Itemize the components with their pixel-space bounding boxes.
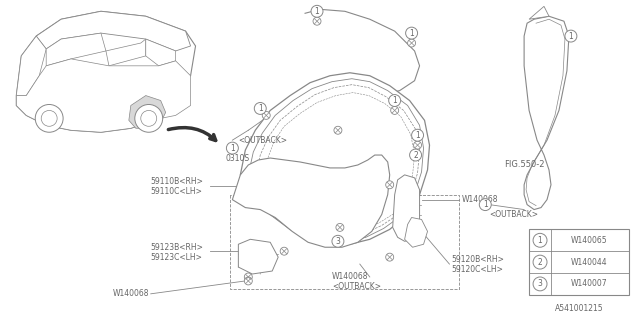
Circle shape — [388, 95, 401, 107]
Text: 59110C<LH>: 59110C<LH> — [151, 187, 203, 196]
Text: <OUTBACK>: <OUTBACK> — [238, 136, 287, 145]
Polygon shape — [106, 39, 146, 66]
Text: 59123C<LH>: 59123C<LH> — [151, 253, 203, 262]
Polygon shape — [17, 11, 196, 132]
Text: 3: 3 — [335, 237, 340, 246]
Text: <OUTBACK>: <OUTBACK> — [489, 210, 538, 219]
Text: W140068: W140068 — [332, 272, 369, 282]
Text: W140065: W140065 — [570, 236, 607, 245]
Text: 1: 1 — [409, 28, 414, 38]
Text: A541001215: A541001215 — [554, 304, 603, 313]
Circle shape — [479, 199, 492, 211]
Text: W140007: W140007 — [570, 279, 607, 288]
Text: 59120C<LH>: 59120C<LH> — [451, 265, 503, 274]
Circle shape — [406, 27, 417, 39]
Polygon shape — [241, 73, 429, 244]
Text: 59120B<RH>: 59120B<RH> — [451, 255, 504, 264]
Polygon shape — [529, 6, 549, 19]
Text: 1: 1 — [483, 200, 488, 209]
Text: FIG.550-2: FIG.550-2 — [504, 160, 545, 170]
Polygon shape — [404, 218, 428, 247]
Circle shape — [141, 110, 157, 126]
Circle shape — [386, 181, 394, 189]
Circle shape — [533, 277, 547, 291]
Polygon shape — [17, 59, 191, 132]
Polygon shape — [146, 39, 175, 66]
Circle shape — [313, 17, 321, 25]
Circle shape — [254, 102, 266, 114]
Text: 1: 1 — [258, 104, 262, 113]
Circle shape — [412, 129, 424, 141]
Circle shape — [533, 233, 547, 247]
Polygon shape — [46, 33, 106, 66]
Text: 1: 1 — [538, 236, 543, 245]
Circle shape — [332, 235, 344, 247]
Circle shape — [244, 273, 252, 281]
Bar — [529, 229, 628, 295]
Text: 1: 1 — [392, 96, 397, 105]
Text: 1: 1 — [315, 7, 319, 16]
Text: 1: 1 — [568, 32, 573, 41]
Text: 1: 1 — [415, 131, 420, 140]
Text: 59110B<RH>: 59110B<RH> — [151, 177, 204, 186]
Circle shape — [135, 105, 163, 132]
Polygon shape — [524, 16, 569, 210]
Circle shape — [334, 126, 342, 134]
Circle shape — [533, 255, 547, 269]
Circle shape — [390, 107, 399, 114]
Polygon shape — [17, 36, 46, 96]
Text: W140068: W140068 — [461, 195, 498, 204]
Polygon shape — [393, 175, 420, 241]
Text: W140044: W140044 — [570, 258, 607, 267]
Circle shape — [41, 110, 57, 126]
Circle shape — [386, 253, 394, 261]
Circle shape — [262, 111, 270, 119]
Text: 2: 2 — [413, 150, 418, 160]
Text: <OUTBACK>: <OUTBACK> — [332, 282, 381, 292]
Circle shape — [410, 149, 422, 161]
Circle shape — [244, 277, 252, 285]
Circle shape — [565, 30, 577, 42]
Circle shape — [311, 5, 323, 17]
Circle shape — [336, 223, 344, 231]
Polygon shape — [129, 96, 166, 128]
Text: W140068: W140068 — [113, 289, 149, 298]
Polygon shape — [232, 155, 390, 247]
Circle shape — [227, 142, 238, 154]
Text: 3: 3 — [538, 279, 543, 288]
Polygon shape — [238, 239, 278, 274]
Circle shape — [280, 247, 288, 255]
Text: 2: 2 — [538, 258, 543, 267]
Circle shape — [35, 105, 63, 132]
Text: 1: 1 — [230, 144, 235, 153]
Circle shape — [413, 141, 422, 149]
Text: 0310S: 0310S — [225, 154, 250, 163]
Text: 59123B<RH>: 59123B<RH> — [151, 243, 204, 252]
Circle shape — [408, 39, 415, 47]
Polygon shape — [36, 11, 191, 51]
